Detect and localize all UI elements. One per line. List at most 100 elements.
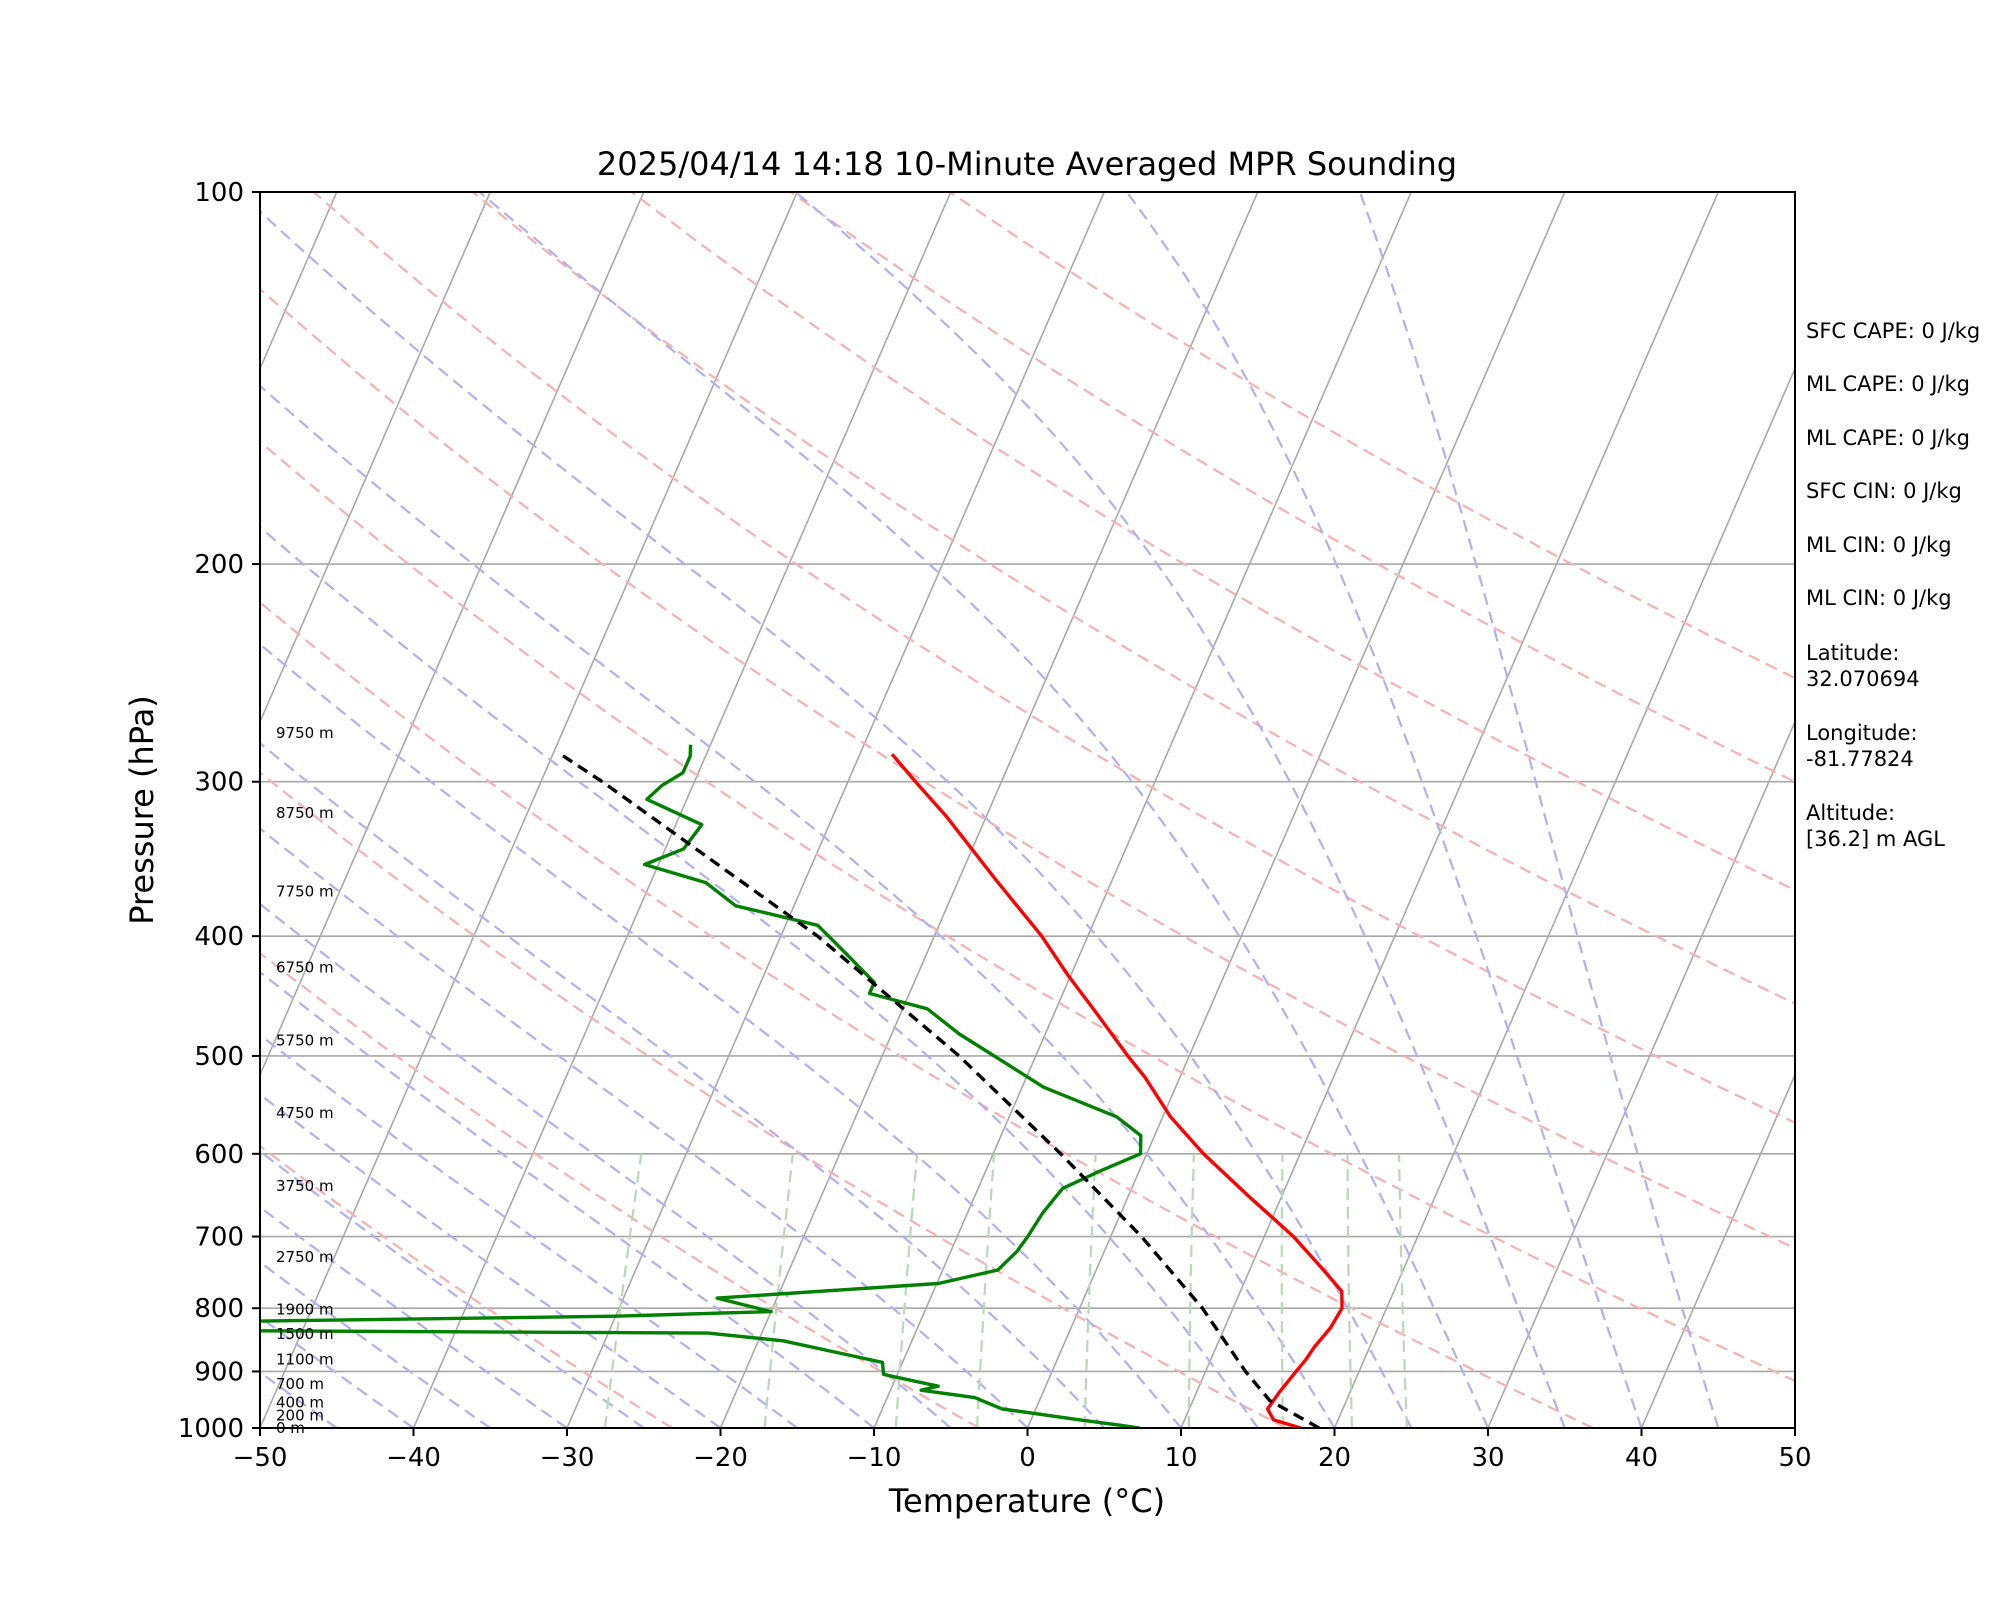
dry-adiabat-line <box>472 192 1795 1005</box>
side-info-line: ML CIN: 0 J/kg <box>1806 533 1952 557</box>
y-tick-label: 800 <box>194 1294 244 1324</box>
y-tick-label: 200 <box>194 550 244 580</box>
side-info-line: [36.2] m AGL <box>1806 827 1945 851</box>
moist-adiabat-line <box>260 1033 798 1428</box>
moist-adiabat-line <box>260 1370 338 1428</box>
isotherm-line <box>873 192 1412 1428</box>
background-guides <box>0 192 1795 1428</box>
y-tick-label: 700 <box>194 1223 244 1253</box>
moist-adiabat-line <box>260 970 875 1428</box>
moist-adiabat-line <box>260 209 1413 1428</box>
height-label: 200 m <box>276 1407 324 1425</box>
side-info-line: 32.070694 <box>1806 667 1920 691</box>
dry-adiabat-line <box>260 951 980 1428</box>
isotherm-line <box>566 192 1105 1428</box>
side-info-line: SFC CAPE: 0 J/kg <box>1806 319 1980 343</box>
mixing-ratio-line <box>976 1153 996 1428</box>
height-label: 5750 m <box>276 1032 334 1050</box>
dry-adiabat-line <box>260 1144 673 1428</box>
dewpoint-line <box>260 744 1143 1428</box>
moist-adiabat-line <box>260 384 1336 1428</box>
x-tick-label: −50 <box>233 1443 288 1473</box>
x-tick-label: −10 <box>847 1443 902 1473</box>
moist-adiabat-line <box>260 525 1259 1428</box>
chart-title: 2025/04/14 14:18 10-Minute Averaged MPR … <box>597 145 1457 183</box>
side-info-line: Altitude: <box>1806 801 1895 825</box>
mixing-ratio-line <box>763 1153 794 1428</box>
height-label: 2750 m <box>276 1248 334 1266</box>
moist-adiabat-line <box>1125 192 1643 1428</box>
moist-adiabat-line <box>794 192 1566 1428</box>
x-tick-label: 0 <box>1019 1443 1036 1473</box>
mixing-ratio-line <box>894 1153 919 1428</box>
height-label: 1100 m <box>276 1350 334 1368</box>
dry-adiabat-line <box>790 192 1795 783</box>
y-axis-label: Pressure (hPa) <box>123 695 161 925</box>
sounding-info-panel: SFC CAPE: 0 J/kg ML CAPE: 0 J/kg ML CAPE: … <box>1806 319 1980 851</box>
mixing-ratio-line <box>1083 1153 1097 1428</box>
mixing-ratio-line <box>1398 1153 1409 1428</box>
moist-adiabat-line <box>260 642 1182 1428</box>
y-tick-label: 100 <box>194 178 244 208</box>
height-label: 400 m <box>276 1394 324 1412</box>
mixing-ratio-line <box>1187 1153 1195 1428</box>
isotherm-line <box>1026 192 1566 1428</box>
x-tick-label: 40 <box>1625 1443 1658 1473</box>
height-label: 7750 m <box>276 882 334 900</box>
isotherm-line <box>719 192 1259 1428</box>
y-tick-label: 1000 <box>178 1414 244 1444</box>
isotherm-line <box>1333 366 1795 1428</box>
moist-adiabat-line <box>260 1092 722 1428</box>
dry-adiabat-line <box>631 192 1795 892</box>
height-label: 1900 m <box>276 1301 334 1319</box>
moist-adiabat-line <box>260 1315 415 1428</box>
y-axis-ticks: 100 200 300 400 500 600 700 800 900 1000 <box>178 178 260 1444</box>
mixing-ratio-line <box>603 1153 643 1428</box>
x-axis-label: Temperature (°C) <box>888 1482 1165 1520</box>
temperature-line <box>890 753 1344 1428</box>
x-tick-label: 50 <box>1778 1443 1811 1473</box>
height-label: 8750 m <box>276 804 334 822</box>
isotherm-line <box>412 192 952 1428</box>
y-tick-label: 900 <box>194 1357 244 1387</box>
height-label: 4750 m <box>276 1104 334 1122</box>
parcel-line <box>559 752 1320 1428</box>
moist-adiabat-line <box>260 1205 568 1428</box>
side-info-line: Longitude: <box>1806 721 1918 745</box>
moist-adiabat-line <box>260 1150 645 1428</box>
isotherm-line <box>1180 192 1719 1428</box>
series-layer <box>260 744 1344 1428</box>
moist-adiabat-line <box>1358 192 1720 1428</box>
x-tick-label: 20 <box>1318 1443 1351 1473</box>
isotherm-line <box>260 192 645 1077</box>
side-info-line: Latitude: <box>1806 641 1900 665</box>
dry-adiabat-line <box>312 192 1795 1124</box>
isotherm-line <box>1640 1072 1795 1428</box>
isotherm-line <box>1487 719 1795 1428</box>
side-info-line: ML CAPE: 0 J/kg <box>1806 426 1970 450</box>
x-axis-ticks: −50 −40 −30 −20 −10 0 10 20 30 40 50 <box>233 1428 1812 1473</box>
height-label: 1500 m <box>276 1325 334 1343</box>
x-tick-label: 30 <box>1471 1443 1504 1473</box>
dry-adiabat-line <box>260 600 1594 1428</box>
side-info-line: -81.77824 <box>1806 747 1914 771</box>
dry-adiabat-line <box>260 440 1795 1382</box>
height-label: 9750 m <box>276 724 334 742</box>
isotherm-line <box>0 192 30 1428</box>
height-label: 700 m <box>276 1375 324 1393</box>
side-info-line: SFC CIN: 0 J/kg <box>1806 479 1962 503</box>
x-tick-label: −40 <box>386 1443 441 1473</box>
side-info-line: ML CIN: 0 J/kg <box>1806 586 1952 610</box>
plot-frame <box>259 191 1796 1429</box>
side-info-line: ML CAPE: 0 J/kg <box>1806 372 1970 396</box>
y-tick-label: 300 <box>194 768 244 798</box>
height-label: 3750 m <box>276 1177 334 1195</box>
mixing-ratio-line <box>1280 1153 1284 1428</box>
isotherm-line <box>260 192 798 1428</box>
y-tick-label: 400 <box>194 922 244 952</box>
x-tick-label: −20 <box>693 1443 748 1473</box>
moist-adiabat-line <box>260 741 1106 1428</box>
moist-adiabat-line <box>260 1260 491 1428</box>
mixing-ratio-line <box>1346 1153 1354 1428</box>
